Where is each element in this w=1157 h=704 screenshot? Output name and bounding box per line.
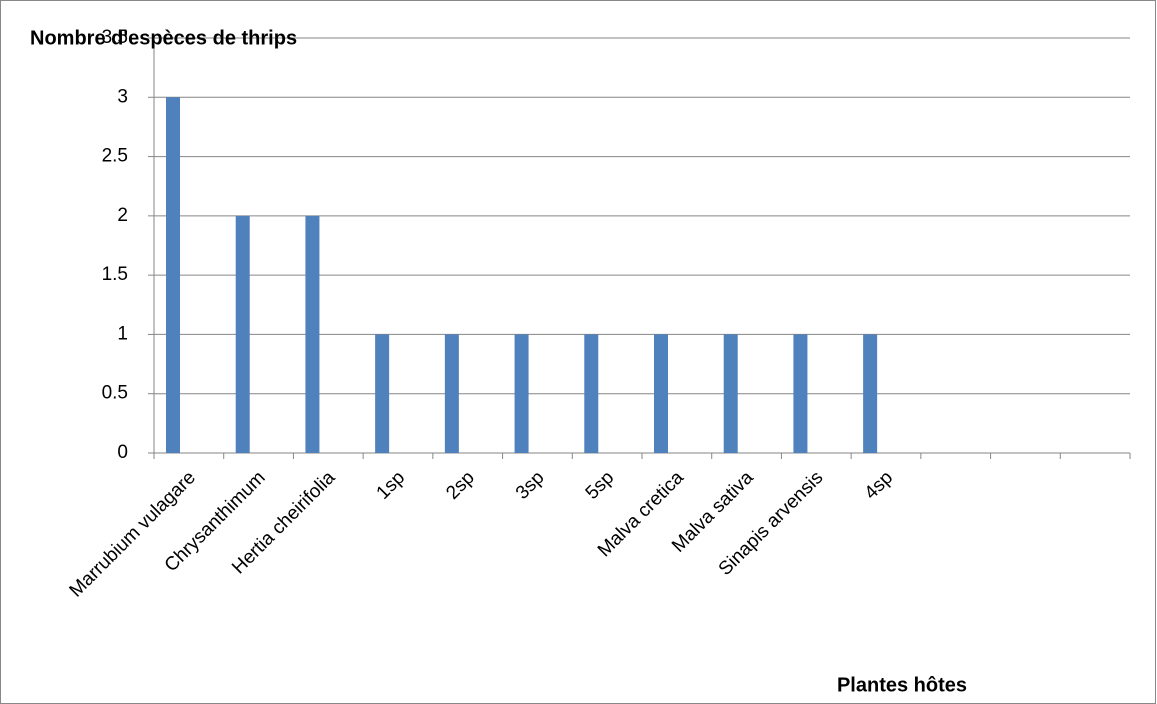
bar bbox=[235, 215, 250, 453]
y-tick-label: 1 bbox=[117, 323, 128, 344]
y-tick-label: 2 bbox=[117, 205, 128, 226]
bar bbox=[514, 334, 529, 453]
bar bbox=[444, 334, 459, 453]
x-axis-title: Plantes hôtes bbox=[837, 674, 967, 696]
bar bbox=[166, 97, 180, 454]
y-tick-label: 1.5 bbox=[102, 264, 128, 285]
y-tick-label: 0 bbox=[117, 442, 128, 463]
y-tick-label: 2.5 bbox=[102, 146, 128, 167]
bar bbox=[863, 334, 878, 453]
chart-title: Nombre d'espèces de thrips bbox=[30, 27, 297, 49]
y-tick-label: 0.5 bbox=[102, 383, 128, 404]
y-tick-label: 3.5 bbox=[102, 27, 128, 48]
bar bbox=[723, 334, 738, 453]
bar bbox=[793, 334, 808, 453]
bar bbox=[654, 334, 668, 453]
bar bbox=[305, 215, 320, 453]
y-tick-label: 3 bbox=[117, 86, 128, 107]
bar bbox=[375, 334, 390, 453]
bar bbox=[584, 334, 599, 453]
